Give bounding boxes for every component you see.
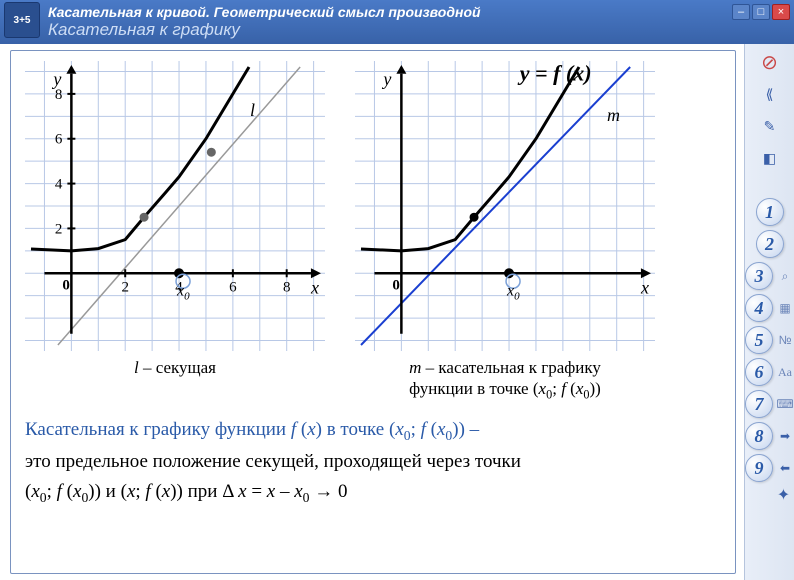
page-button-2[interactable]: 2 <box>756 230 784 258</box>
font-icon[interactable]: Aa <box>776 363 794 381</box>
svg-text:4: 4 <box>55 177 63 193</box>
svg-text:y: y <box>51 69 61 89</box>
content-panel: 246824680xylx0 l – секущая 0xymx0y = f (… <box>10 50 736 574</box>
tangent-caption-l1: – касательная к графику <box>426 358 601 377</box>
chart-secant-caption: l – секущая <box>25 357 325 378</box>
formula-area: Касательная к графику функции f (x) в то… <box>25 415 721 509</box>
formula-line-2: это предельное положение секущей, проход… <box>25 447 721 477</box>
svg-text:2: 2 <box>55 221 63 237</box>
pointer-icon[interactable]: ✎ <box>756 112 784 140</box>
tangent-x0: x <box>539 379 547 398</box>
secant-line-var: l <box>134 358 139 377</box>
secant-caption-text: – секущая <box>143 358 216 377</box>
page-button-8[interactable]: 8 <box>745 422 773 450</box>
window-controls: – □ × <box>732 2 790 20</box>
arrow-left-icon[interactable]: ⬅ <box>776 459 794 477</box>
page-button-6[interactable]: 6 <box>745 358 773 386</box>
close-button[interactable]: × <box>772 4 790 20</box>
chart-secant-svg: 246824680xylx0 <box>25 61 325 351</box>
formula-line-3: (x0; f (x0)) и (x; f (x)) при Δ x = x – … <box>25 477 721 509</box>
svg-text:6: 6 <box>55 132 63 148</box>
chart-tangent: 0xymx0y = f (x) m – касательная к график… <box>355 61 655 403</box>
svg-text:6: 6 <box>229 279 237 295</box>
svg-text:8: 8 <box>283 279 291 295</box>
tangent-caption-l2a: функции в точке <box>409 379 533 398</box>
chart-tangent-caption: m – касательная к графику функции в точк… <box>355 357 655 403</box>
body-area: 246824680xylx0 l – секущая 0xymx0y = f (… <box>0 44 794 580</box>
app-window: 3+5 Касательная к кривой. Геометрический… <box>0 0 794 580</box>
minimize-button[interactable]: – <box>732 4 750 20</box>
svg-text:m: m <box>607 105 620 125</box>
target-icon[interactable]: ⊘ <box>756 48 784 76</box>
svg-text:y = f (x): y = f (x) <box>517 61 592 85</box>
page-button-7[interactable]: 7 <box>745 390 773 418</box>
svg-text:8: 8 <box>55 87 63 103</box>
svg-text:2: 2 <box>121 279 128 295</box>
page-button-4[interactable]: 4 <box>745 294 773 322</box>
arrow-right-icon[interactable]: ➡ <box>776 427 794 445</box>
keyboard-icon[interactable]: ⌨ <box>776 395 794 413</box>
num-icon[interactable]: № <box>776 331 794 349</box>
titlebar-titles: Касательная к кривой. Геометрический смы… <box>48 2 732 40</box>
zoom-icon[interactable]: ⌕ <box>776 267 794 285</box>
content-area: 246824680xylx0 l – секущая 0xymx0y = f (… <box>0 44 744 580</box>
app-icon-label: 3+5 <box>14 15 31 26</box>
chart-tangent-svg: 0xymx0y = f (x) <box>355 61 655 351</box>
maximize-button[interactable]: □ <box>752 4 770 20</box>
svg-text:y: y <box>381 69 391 89</box>
svg-text:x: x <box>640 277 649 297</box>
page-button-1[interactable]: 1 <box>756 198 784 226</box>
grid-icon[interactable]: ▦ <box>776 299 794 317</box>
page-button-3[interactable]: 3 <box>745 262 773 290</box>
tangent-sep: ; <box>552 379 561 398</box>
svg-text:l: l <box>250 100 255 120</box>
svg-text:0: 0 <box>62 277 70 293</box>
hand-icon[interactable]: ✦ <box>775 486 793 504</box>
page-button-9[interactable]: 9 <box>745 454 773 482</box>
tangent-f: f <box>561 379 570 398</box>
back-icon[interactable]: ⟪ <box>756 80 784 108</box>
chart-secant: 246824680xylx0 l – секущая <box>25 61 325 403</box>
sidebar: ⊘ ⟪ ✎ ◧ 1 2 3⌕ 4▦ 5№ 6Aa 7⌨ 8➡ 9⬅ ✦ <box>744 44 794 580</box>
page-button-5[interactable]: 5 <box>745 326 773 354</box>
tangent-line-var: m <box>409 358 421 377</box>
svg-text:x: x <box>310 277 319 297</box>
svg-text:0: 0 <box>392 277 400 293</box>
app-icon: 3+5 <box>4 2 40 38</box>
titlebar: 3+5 Касательная к кривой. Геометрический… <box>0 0 794 44</box>
charts-row: 246824680xylx0 l – секущая 0xymx0y = f (… <box>25 61 721 403</box>
formula-line-1: Касательная к графику функции f (x) в то… <box>25 415 721 447</box>
tangent-paren2: )) <box>590 379 601 398</box>
window-title: Касательная к кривой. Геометрический смы… <box>48 4 732 20</box>
window-subtitle: Касательная к графику <box>48 20 732 40</box>
eraser-icon[interactable]: ◧ <box>756 144 784 172</box>
